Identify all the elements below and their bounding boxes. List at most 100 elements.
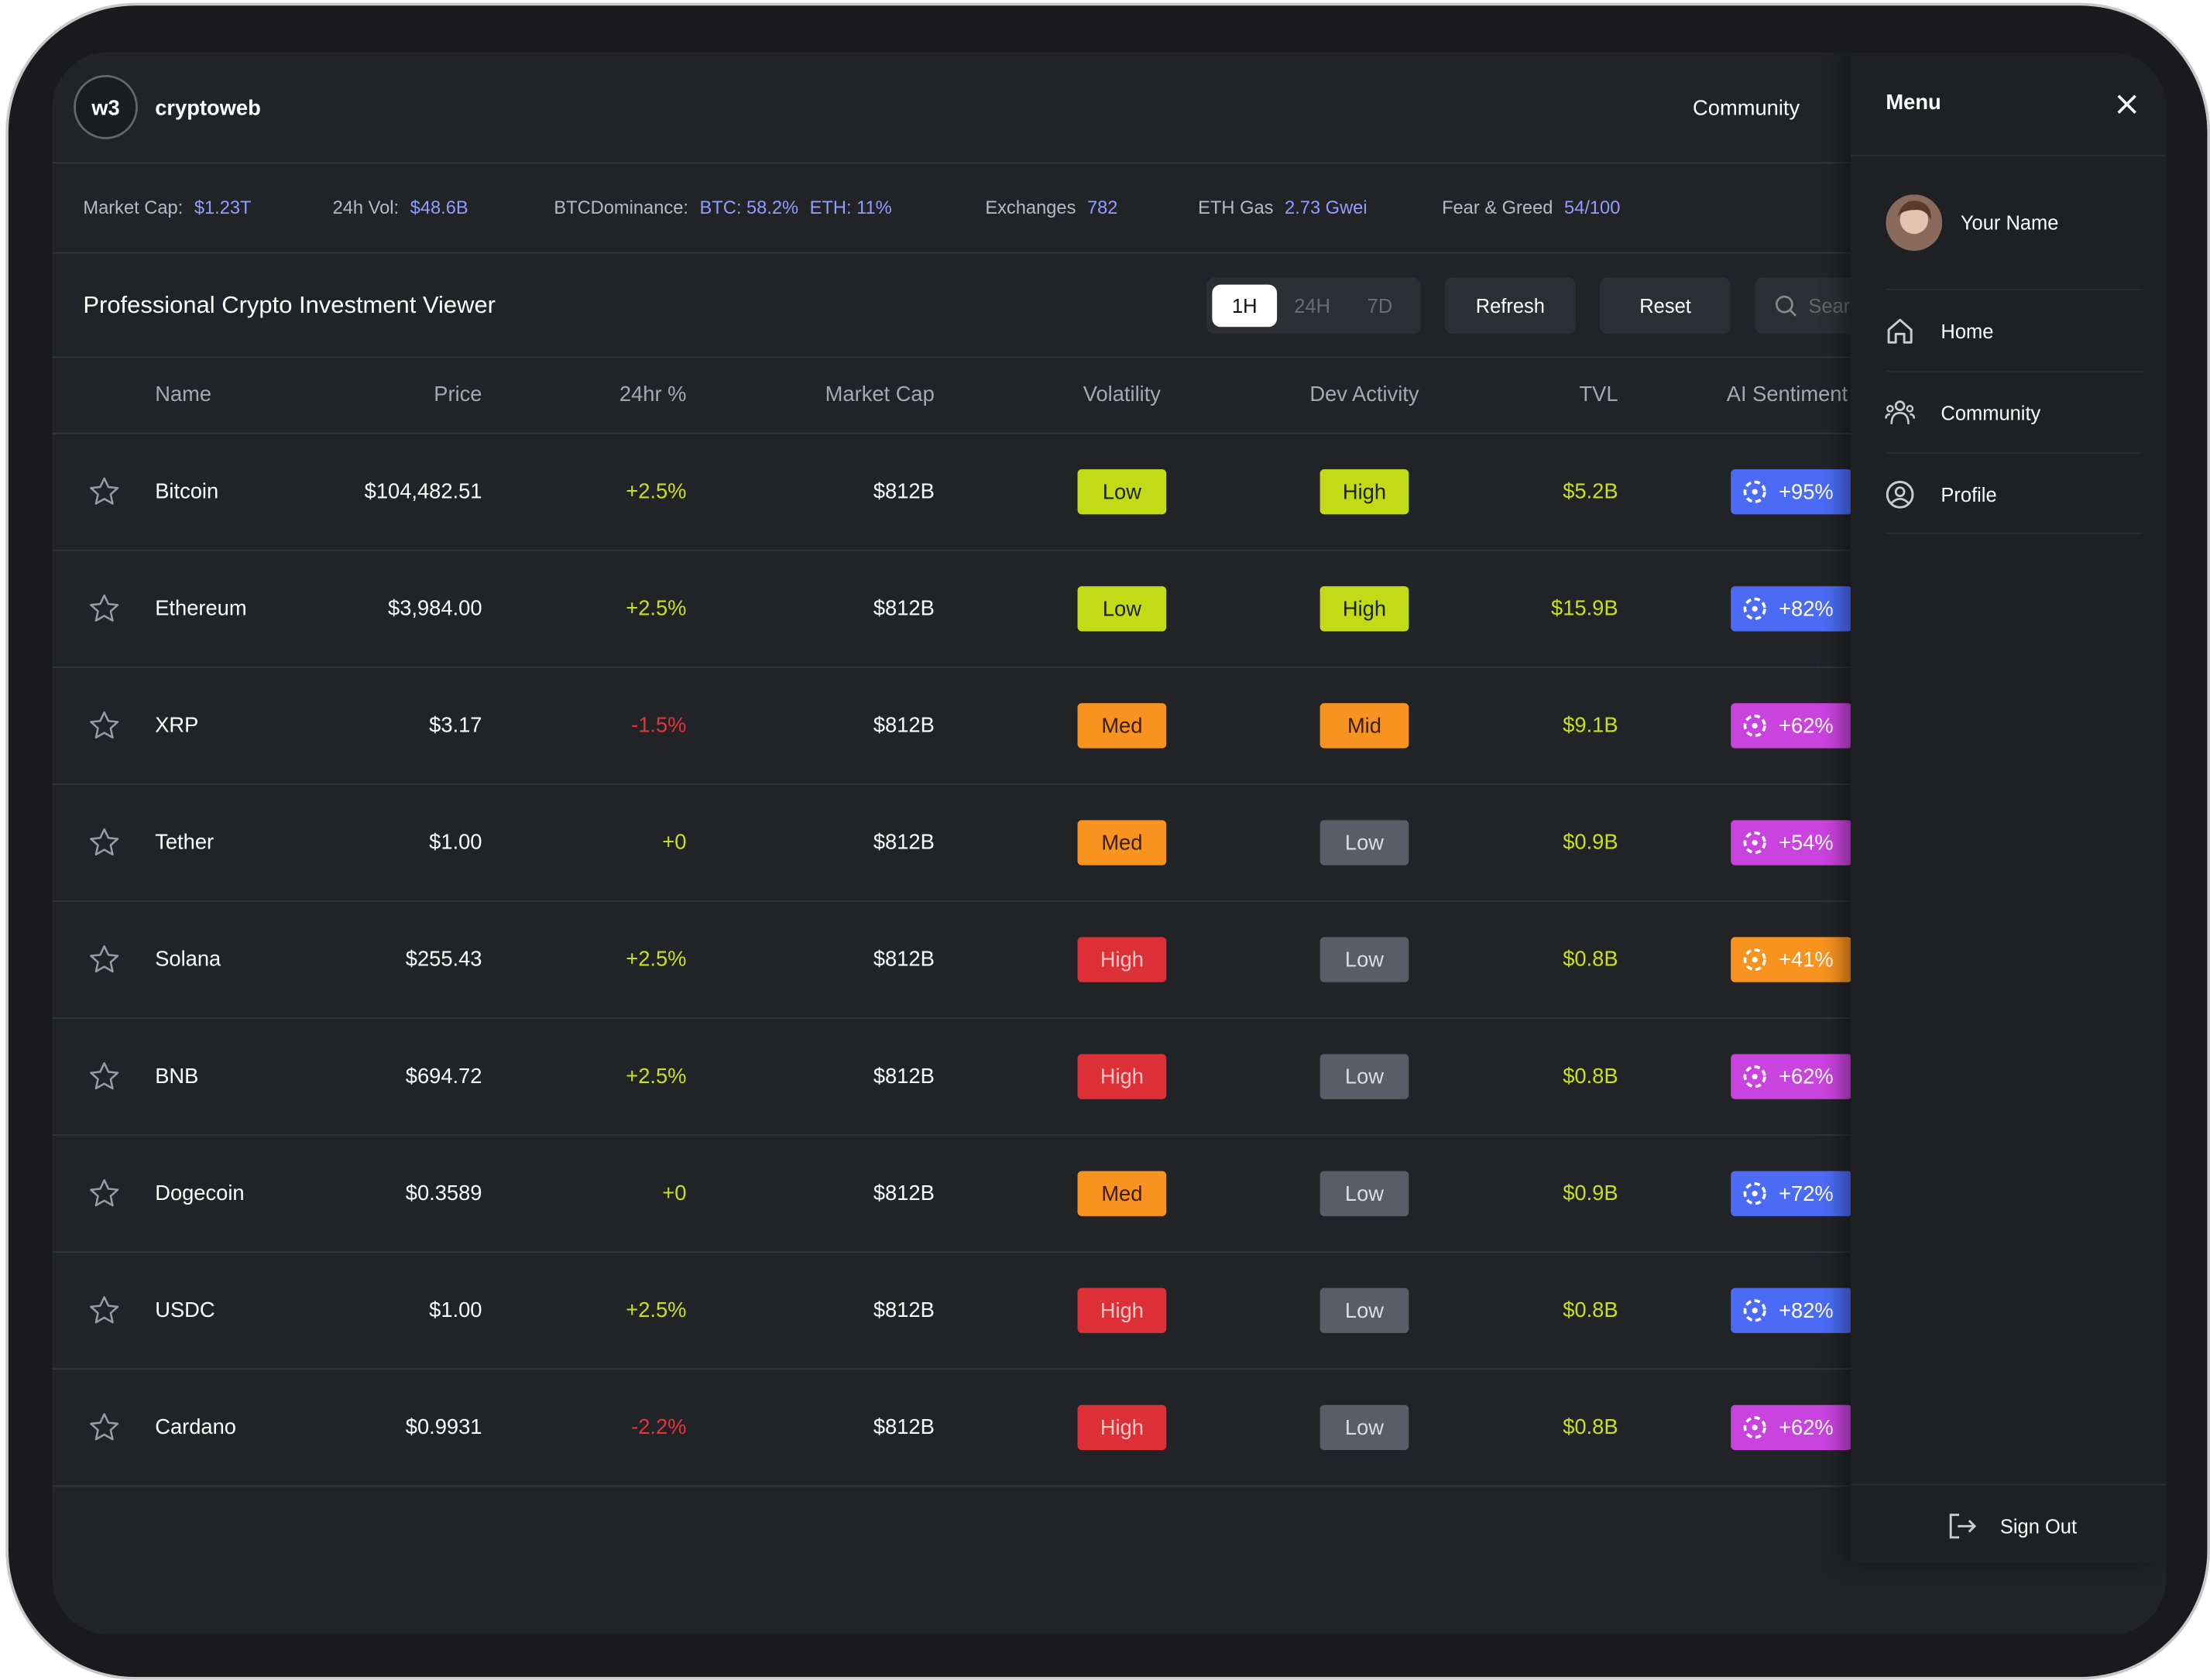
ai-icon bbox=[1743, 597, 1766, 620]
ai-value: +41% bbox=[1779, 948, 1834, 972]
coin-name: USDC bbox=[155, 1298, 215, 1323]
price: $3.17 bbox=[429, 713, 482, 738]
tvl: $0.8B bbox=[1563, 1415, 1618, 1440]
volatility-badge: High bbox=[1077, 937, 1167, 982]
menu-item[interactable]: Profile bbox=[1941, 483, 1997, 506]
tab[interactable]: 24H bbox=[1294, 294, 1330, 317]
volatility-badge: Med bbox=[1077, 820, 1167, 866]
favorite-star[interactable] bbox=[89, 1412, 120, 1443]
signout-icon bbox=[1949, 1514, 1977, 1539]
favorite-star[interactable] bbox=[89, 827, 120, 858]
menu-icon bbox=[1886, 481, 1914, 509]
nav-link[interactable]: Community bbox=[1693, 96, 1800, 121]
tvl: $5.2B bbox=[1563, 479, 1618, 504]
close-button[interactable] bbox=[2116, 93, 2138, 115]
toolbar-button[interactable]: Reset bbox=[1599, 277, 1731, 334]
change: +0 bbox=[662, 1181, 687, 1206]
ai-value: +54% bbox=[1779, 831, 1834, 855]
dev-badge: Low bbox=[1319, 937, 1409, 982]
change: -2.2% bbox=[631, 1415, 687, 1440]
market-cap: $812B bbox=[873, 1181, 935, 1206]
ai-icon bbox=[1743, 948, 1766, 972]
ai-badge: +62% bbox=[1731, 1054, 1852, 1099]
stat-value: 2.73 Gwei bbox=[1285, 196, 1368, 218]
divider bbox=[1886, 289, 2143, 290]
coin-name: BNB bbox=[155, 1065, 199, 1089]
market-cap: $812B bbox=[873, 1415, 935, 1440]
tvl: $0.9B bbox=[1563, 1181, 1618, 1206]
ai-badge: +82% bbox=[1731, 586, 1852, 632]
toolbar-button[interactable]: Refresh bbox=[1444, 277, 1576, 334]
stat-value: BTC: 58.2% bbox=[699, 196, 799, 218]
favorite-star[interactable] bbox=[89, 1295, 120, 1326]
divider bbox=[52, 162, 2167, 164]
price: $1.00 bbox=[429, 1298, 482, 1323]
coin-name: Ethereum bbox=[155, 596, 247, 621]
dev-badge: High bbox=[1319, 469, 1409, 515]
divider bbox=[1886, 370, 2143, 372]
divider bbox=[1850, 1483, 2167, 1486]
volatility-badge: Low bbox=[1077, 586, 1167, 632]
price: $255.43 bbox=[405, 948, 482, 972]
coin-name: Tether bbox=[155, 831, 214, 855]
tvl: $9.1B bbox=[1563, 713, 1618, 738]
stat: Market Cap: $1.23T bbox=[83, 197, 251, 218]
change: -1.5% bbox=[631, 713, 687, 738]
divider bbox=[52, 549, 2167, 551]
menu-icon bbox=[1887, 318, 1913, 344]
favorite-star[interactable] bbox=[89, 476, 120, 507]
ai-value: +62% bbox=[1779, 1065, 1834, 1089]
favorite-star[interactable] bbox=[89, 1061, 120, 1092]
column-header: 24hr % bbox=[619, 382, 687, 407]
divider bbox=[1850, 155, 2167, 157]
change: +2.5% bbox=[626, 948, 687, 972]
volatility-badge: High bbox=[1077, 1287, 1167, 1333]
menu-item[interactable]: Community bbox=[1941, 401, 2041, 424]
tab[interactable]: 7D bbox=[1367, 294, 1393, 317]
stat-label: Fear & Greed bbox=[1442, 196, 1553, 218]
column-header: Market Cap bbox=[825, 382, 935, 407]
dev-badge: Mid bbox=[1319, 703, 1409, 749]
tvl: $0.8B bbox=[1563, 1298, 1618, 1323]
sign-out[interactable]: Sign Out bbox=[1999, 1514, 2078, 1538]
ai-value: +82% bbox=[1779, 596, 1834, 621]
change: +2.5% bbox=[626, 1298, 687, 1323]
volatility-badge: Low bbox=[1077, 469, 1167, 515]
viewer-title: Professional Crypto Investment Viewer bbox=[83, 291, 496, 319]
favorite-star[interactable] bbox=[89, 1178, 120, 1209]
stat-label: 24h Vol: bbox=[332, 196, 400, 218]
divider bbox=[52, 1485, 2167, 1487]
stat-value: 782 bbox=[1086, 196, 1118, 218]
favorite-star[interactable] bbox=[89, 945, 120, 975]
divider bbox=[52, 1368, 2167, 1370]
tab[interactable]: 1H bbox=[1212, 284, 1278, 327]
price: $0.9931 bbox=[405, 1415, 482, 1440]
favorite-star[interactable] bbox=[89, 710, 120, 741]
divider bbox=[52, 356, 2167, 358]
dev-badge: Low bbox=[1319, 1054, 1409, 1099]
market-cap: $812B bbox=[873, 596, 935, 621]
tvl: $0.8B bbox=[1563, 948, 1618, 972]
user-name: Your Name bbox=[1960, 211, 2059, 235]
ai-value: +62% bbox=[1779, 1415, 1834, 1440]
stat-label: ETH Gas bbox=[1198, 196, 1274, 218]
stat: Fear & Greed 54/100 bbox=[1442, 197, 1620, 218]
divider bbox=[52, 900, 2167, 902]
stat-label: Exchanges bbox=[985, 196, 1076, 218]
logo-ring bbox=[74, 74, 138, 139]
coin-name: Dogecoin bbox=[155, 1181, 245, 1206]
stat-value: ETH: 11% bbox=[809, 196, 892, 218]
volatility-badge: Med bbox=[1077, 703, 1167, 749]
stat-label: BTCDominance: bbox=[554, 196, 688, 218]
price: $0.3589 bbox=[405, 1181, 482, 1206]
dev-badge: Low bbox=[1319, 820, 1409, 866]
favorite-star[interactable] bbox=[89, 593, 120, 624]
ai-icon bbox=[1743, 1182, 1766, 1205]
menu-item[interactable]: Home bbox=[1941, 320, 1994, 343]
screen: w3 cryptoweb Community Market Cap: $1.23T… bbox=[52, 52, 2167, 1635]
ai-badge: +62% bbox=[1731, 1404, 1852, 1450]
divider bbox=[52, 432, 2167, 434]
column-header: Volatility bbox=[1083, 382, 1161, 407]
